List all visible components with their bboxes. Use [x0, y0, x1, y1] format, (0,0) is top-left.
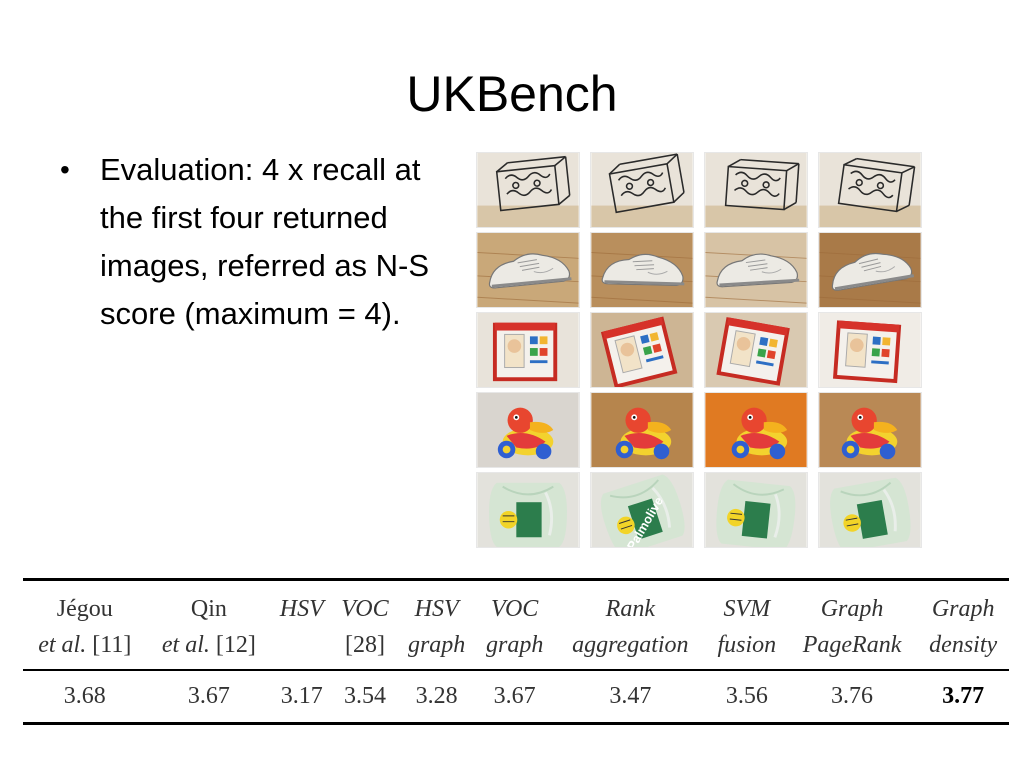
score-cell: 3.67: [493, 683, 536, 709]
column-header-line1: Rank: [605, 596, 655, 622]
thumbnail-bottle-2: Palmolive: [590, 472, 694, 548]
column-header-line2: density: [929, 632, 998, 658]
thumbnail-box-3: [704, 312, 808, 388]
thumbnail-shoe-4: [818, 232, 922, 308]
thumbnail-duck-4: [818, 392, 922, 468]
column-header-line1: SVM: [723, 596, 771, 622]
thumbnail-stand-3: [704, 152, 808, 228]
thumbnail-shoe-3: [704, 232, 808, 308]
thumbnail-duck-2: [590, 392, 694, 468]
thumbnail-stand-2: [590, 152, 694, 228]
column-header: Graph density: [917, 581, 1009, 670]
column-header-line1: Qin: [190, 596, 227, 622]
score-cell: 3.68: [63, 683, 106, 709]
column-header-line2: PageRank: [802, 632, 902, 658]
thumbnail-bottle-1: [476, 472, 580, 548]
slide-title: UKBench: [406, 66, 618, 122]
bullet-text: Evaluation: 4 x recall at the first four…: [100, 152, 430, 331]
score-cell: 3.67: [187, 683, 230, 709]
image-grid: Palmolive: [476, 152, 924, 550]
column-header-line1: Graph: [820, 596, 884, 622]
column-header: VOC [28]: [332, 581, 397, 670]
score-cell: 3.56: [725, 683, 768, 709]
column-header-ref: [12]: [209, 632, 256, 658]
column-header-line2: et al.: [38, 632, 87, 658]
column-header-ref: [28]: [344, 632, 385, 658]
column-header: HSV: [271, 581, 332, 670]
column-header-line2: fusion: [717, 632, 777, 658]
column-header-line2: et al.: [161, 632, 210, 658]
column-header-ref: [11]: [86, 632, 132, 658]
column-header-line1: HSV: [279, 596, 324, 622]
column-header-line2: graph: [486, 632, 544, 658]
results-table: Jégou et al. [11] Qin et al. [12] HSV VOC [28]…: [23, 578, 1009, 725]
thumbnail-shoe-1: [476, 232, 580, 308]
thumbnail-box-4: [818, 312, 922, 388]
column-header-line1: VOC: [491, 596, 539, 622]
score-cell: 3.17: [280, 683, 323, 709]
column-header: Qin et al. [12]: [147, 581, 272, 670]
thumbnail-stand-1: [476, 152, 580, 228]
thumbnail-box-1: [476, 312, 580, 388]
column-header: Jégou et al. [11]: [23, 581, 147, 670]
thumbnail-duck-3: [704, 392, 808, 468]
score-cell: 3.28: [415, 683, 458, 709]
column-header-line1: Graph: [931, 596, 995, 622]
score-row: 3.68 3.67 3.17 3.54 3.28 3.67 3.47 3.56 3.76 3.77: [23, 670, 1009, 722]
column-header-line2: aggregation: [572, 632, 689, 658]
table-header-row: Jégou et al. [11] Qin et al. [12] HSV VOC [28]…: [23, 581, 1009, 670]
score-cell: 3.47: [609, 683, 652, 709]
thumbnail-bottle-3: [704, 472, 808, 548]
score-cell: 3.77: [942, 683, 985, 709]
bullet-item: • Evaluation: 4 x recall at the first fo…: [60, 146, 450, 338]
column-header: VOC graph: [476, 581, 554, 670]
bullet-dot-icon: •: [60, 154, 70, 185]
column-header-line1: Jégou: [56, 596, 113, 622]
column-header-line2: graph: [407, 632, 466, 658]
column-header: Rank aggregation: [554, 581, 707, 670]
column-header: HSV graph: [398, 581, 476, 670]
score-cell: 3.76: [831, 683, 874, 709]
column-header-line1: HSV: [414, 596, 459, 622]
column-header: Graph PageRank: [787, 581, 918, 670]
thumbnail-bottle-4: [818, 472, 922, 548]
thumbnail-stand-4: [818, 152, 922, 228]
column-header: SVM fusion: [707, 581, 787, 670]
thumbnail-shoe-2: [590, 232, 694, 308]
bullet-list: • Evaluation: 4 x recall at the first fo…: [60, 146, 450, 338]
thumbnail-box-2: [590, 312, 694, 388]
column-header-line1: VOC: [341, 596, 389, 622]
score-cell: 3.54: [343, 683, 386, 709]
thumbnail-duck-1: [476, 392, 580, 468]
